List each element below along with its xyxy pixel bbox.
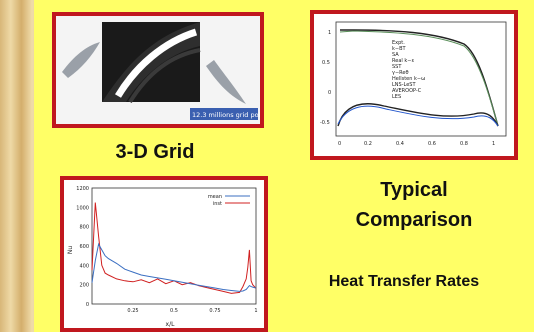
comparison-x-tick: 1 <box>492 141 495 147</box>
comparison-legend-item: Expt. <box>392 40 405 46</box>
heat-series-line-mean <box>91 242 257 292</box>
comparison-legend: Expt. k−BT SA Real k−ε SST γ−Reθ Hellste… <box>392 40 425 100</box>
comparison-legend-item: LES <box>392 94 401 100</box>
heat-y-tick-label: 800 <box>79 225 89 231</box>
comparison-legend-item: SA <box>392 52 399 58</box>
heat-x-tick-label: 0.25 <box>127 308 138 314</box>
grid-image: 12.3 millions grid points <box>56 16 260 124</box>
comparison-legend-item: SST <box>392 64 402 70</box>
heat-y-tick-label: 1000 <box>76 205 89 211</box>
comparison-legend-item: AVEROOP-C <box>392 88 422 94</box>
comparison-y-tick: -0.5 <box>320 120 330 126</box>
comparison-x-tick: 0.8 <box>460 141 468 147</box>
grid-caption: 3-D Grid <box>115 141 195 163</box>
heat-series-line-inst <box>91 202 257 294</box>
comparison-chart-frame: Expt. k−BT SA Real k−ε SST γ−Reθ Hellste… <box>310 10 518 160</box>
grid-image-frame: 12.3 millions grid points <box>52 12 264 128</box>
comparison-chart: Expt. k−BT SA Real k−ε SST γ−Reθ Hellste… <box>314 14 514 156</box>
comparison-legend-item: Real k−ε <box>392 58 414 64</box>
heat-transfer-caption: Heat Transfer Rates <box>328 273 480 290</box>
comparison-y-tick: 1 <box>328 30 331 36</box>
heat-x-tick-label: 1 <box>254 308 257 314</box>
heat-plot-area <box>91 187 257 305</box>
comparison-caption-line1: Typical <box>380 179 448 201</box>
heat-x-tick-label: 0.5 <box>170 308 178 314</box>
heat-x-axis-label: x/L <box>166 321 176 328</box>
heat-y-tick-label: 0 <box>86 302 89 308</box>
heat-legend-label: mean <box>208 194 222 200</box>
comparison-x-tick: 0.4 <box>396 141 404 147</box>
comparison-legend-item: k−BT <box>392 46 407 52</box>
comparison-x-tick: 0.2 <box>364 141 372 147</box>
comparison-caption-line2: Comparison <box>355 209 473 231</box>
heat-y-tick-label: 1200 <box>76 186 89 192</box>
comparison-x-tick: 0.6 <box>428 141 436 147</box>
comparison-y-tick: 0.5 <box>322 60 330 66</box>
grid-points-label: 12.3 millions grid points <box>192 111 260 119</box>
heat-legend-label: inst <box>213 201 222 207</box>
comparison-legend-item: LNS-LeST <box>392 82 416 88</box>
comparison-x-ticks: 0 0.2 0.4 0.6 0.8 1 <box>338 141 495 147</box>
comparison-y-tick: 0 <box>328 90 331 96</box>
comparison-legend-item: Hellsten k−ω <box>392 76 425 82</box>
heat-y-axis-label: Nu <box>67 246 74 254</box>
heat-transfer-chart: 0 200 400 600 800 1000 1200 0.25 0.5 0.75 1 meani… <box>64 180 264 328</box>
comparison-x-tick: 0 <box>338 141 341 147</box>
heat-y-tick-label: 200 <box>79 283 89 289</box>
comparison-legend-item: γ−Reθ <box>392 70 409 76</box>
comparison-y-ticks: 1 0.5 0 -0.5 <box>320 30 331 126</box>
heat-x-tick-label: 0.75 <box>209 308 220 314</box>
heat-y-tick-label: 600 <box>79 244 89 250</box>
heat-transfer-chart-frame: 0 200 400 600 800 1000 1200 0.25 0.5 0.75 1 mean i… <box>60 176 268 332</box>
heat-y-tick-label: 400 <box>79 263 89 269</box>
